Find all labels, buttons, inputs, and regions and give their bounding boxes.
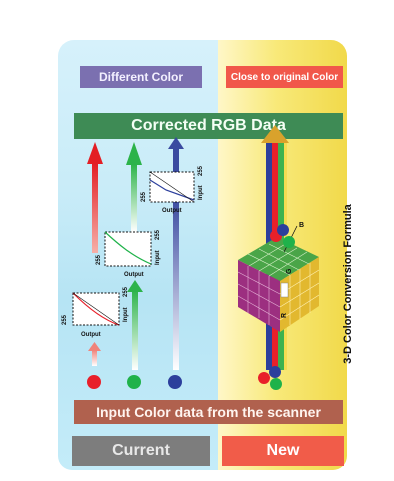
blue-source-dot <box>269 366 281 378</box>
conversion-formula-label: 3-D Color Conversion Formula <box>342 204 354 364</box>
curve-output-label: Output <box>81 332 101 338</box>
blue-output-arrow <box>168 137 184 176</box>
curve-output-label: Output <box>124 272 144 278</box>
red-output-arrow <box>87 142 103 253</box>
curve-max-left: 255 <box>141 191 147 202</box>
corrected-rgb-label: Corrected RGB Data <box>74 113 343 139</box>
curve-max-left: 255 <box>62 314 68 325</box>
curve-output-label: Output <box>162 208 182 214</box>
current-label: Current <box>72 436 210 466</box>
green-tone-curve: Output 255 Input 255 <box>96 229 161 278</box>
curve-max-right: 255 <box>123 286 129 297</box>
green-output-arrow <box>126 142 142 232</box>
cube-axis-r: R <box>281 313 288 318</box>
cube-axis-g: G <box>286 268 293 274</box>
red-source-dot <box>258 372 270 384</box>
different-color-label: Different Color <box>80 66 202 88</box>
blue-output-dot <box>277 224 289 236</box>
green-output-dot <box>283 236 295 248</box>
blue-input-dot <box>168 375 182 389</box>
input-color-data-label: Input Color data from the scanner <box>74 400 343 424</box>
curve-max-left: 255 <box>96 254 102 265</box>
green-source-dot <box>270 378 282 390</box>
close-to-original-label: Close to original Color <box>226 66 343 88</box>
curve-input-label: Input <box>123 307 129 322</box>
blue-tone-curve: Output 255 Input 255 <box>141 165 204 214</box>
cube-axis-b: B <box>299 222 304 229</box>
red-input-dot <box>87 375 101 389</box>
curve-max-right: 255 <box>198 165 204 176</box>
green-input-stem <box>127 280 143 370</box>
new-label: New <box>222 436 344 466</box>
red-tone-curve: Output 255 Input 255 <box>62 286 129 338</box>
blue-input-stem <box>173 198 179 370</box>
green-input-dot <box>127 375 141 389</box>
curve-input-label: Input <box>155 250 161 265</box>
red-input-stem <box>88 342 101 366</box>
curve-max-right: 255 <box>155 229 161 240</box>
color-cube: B G R <box>237 222 320 332</box>
curve-input-label: Input <box>198 185 204 200</box>
